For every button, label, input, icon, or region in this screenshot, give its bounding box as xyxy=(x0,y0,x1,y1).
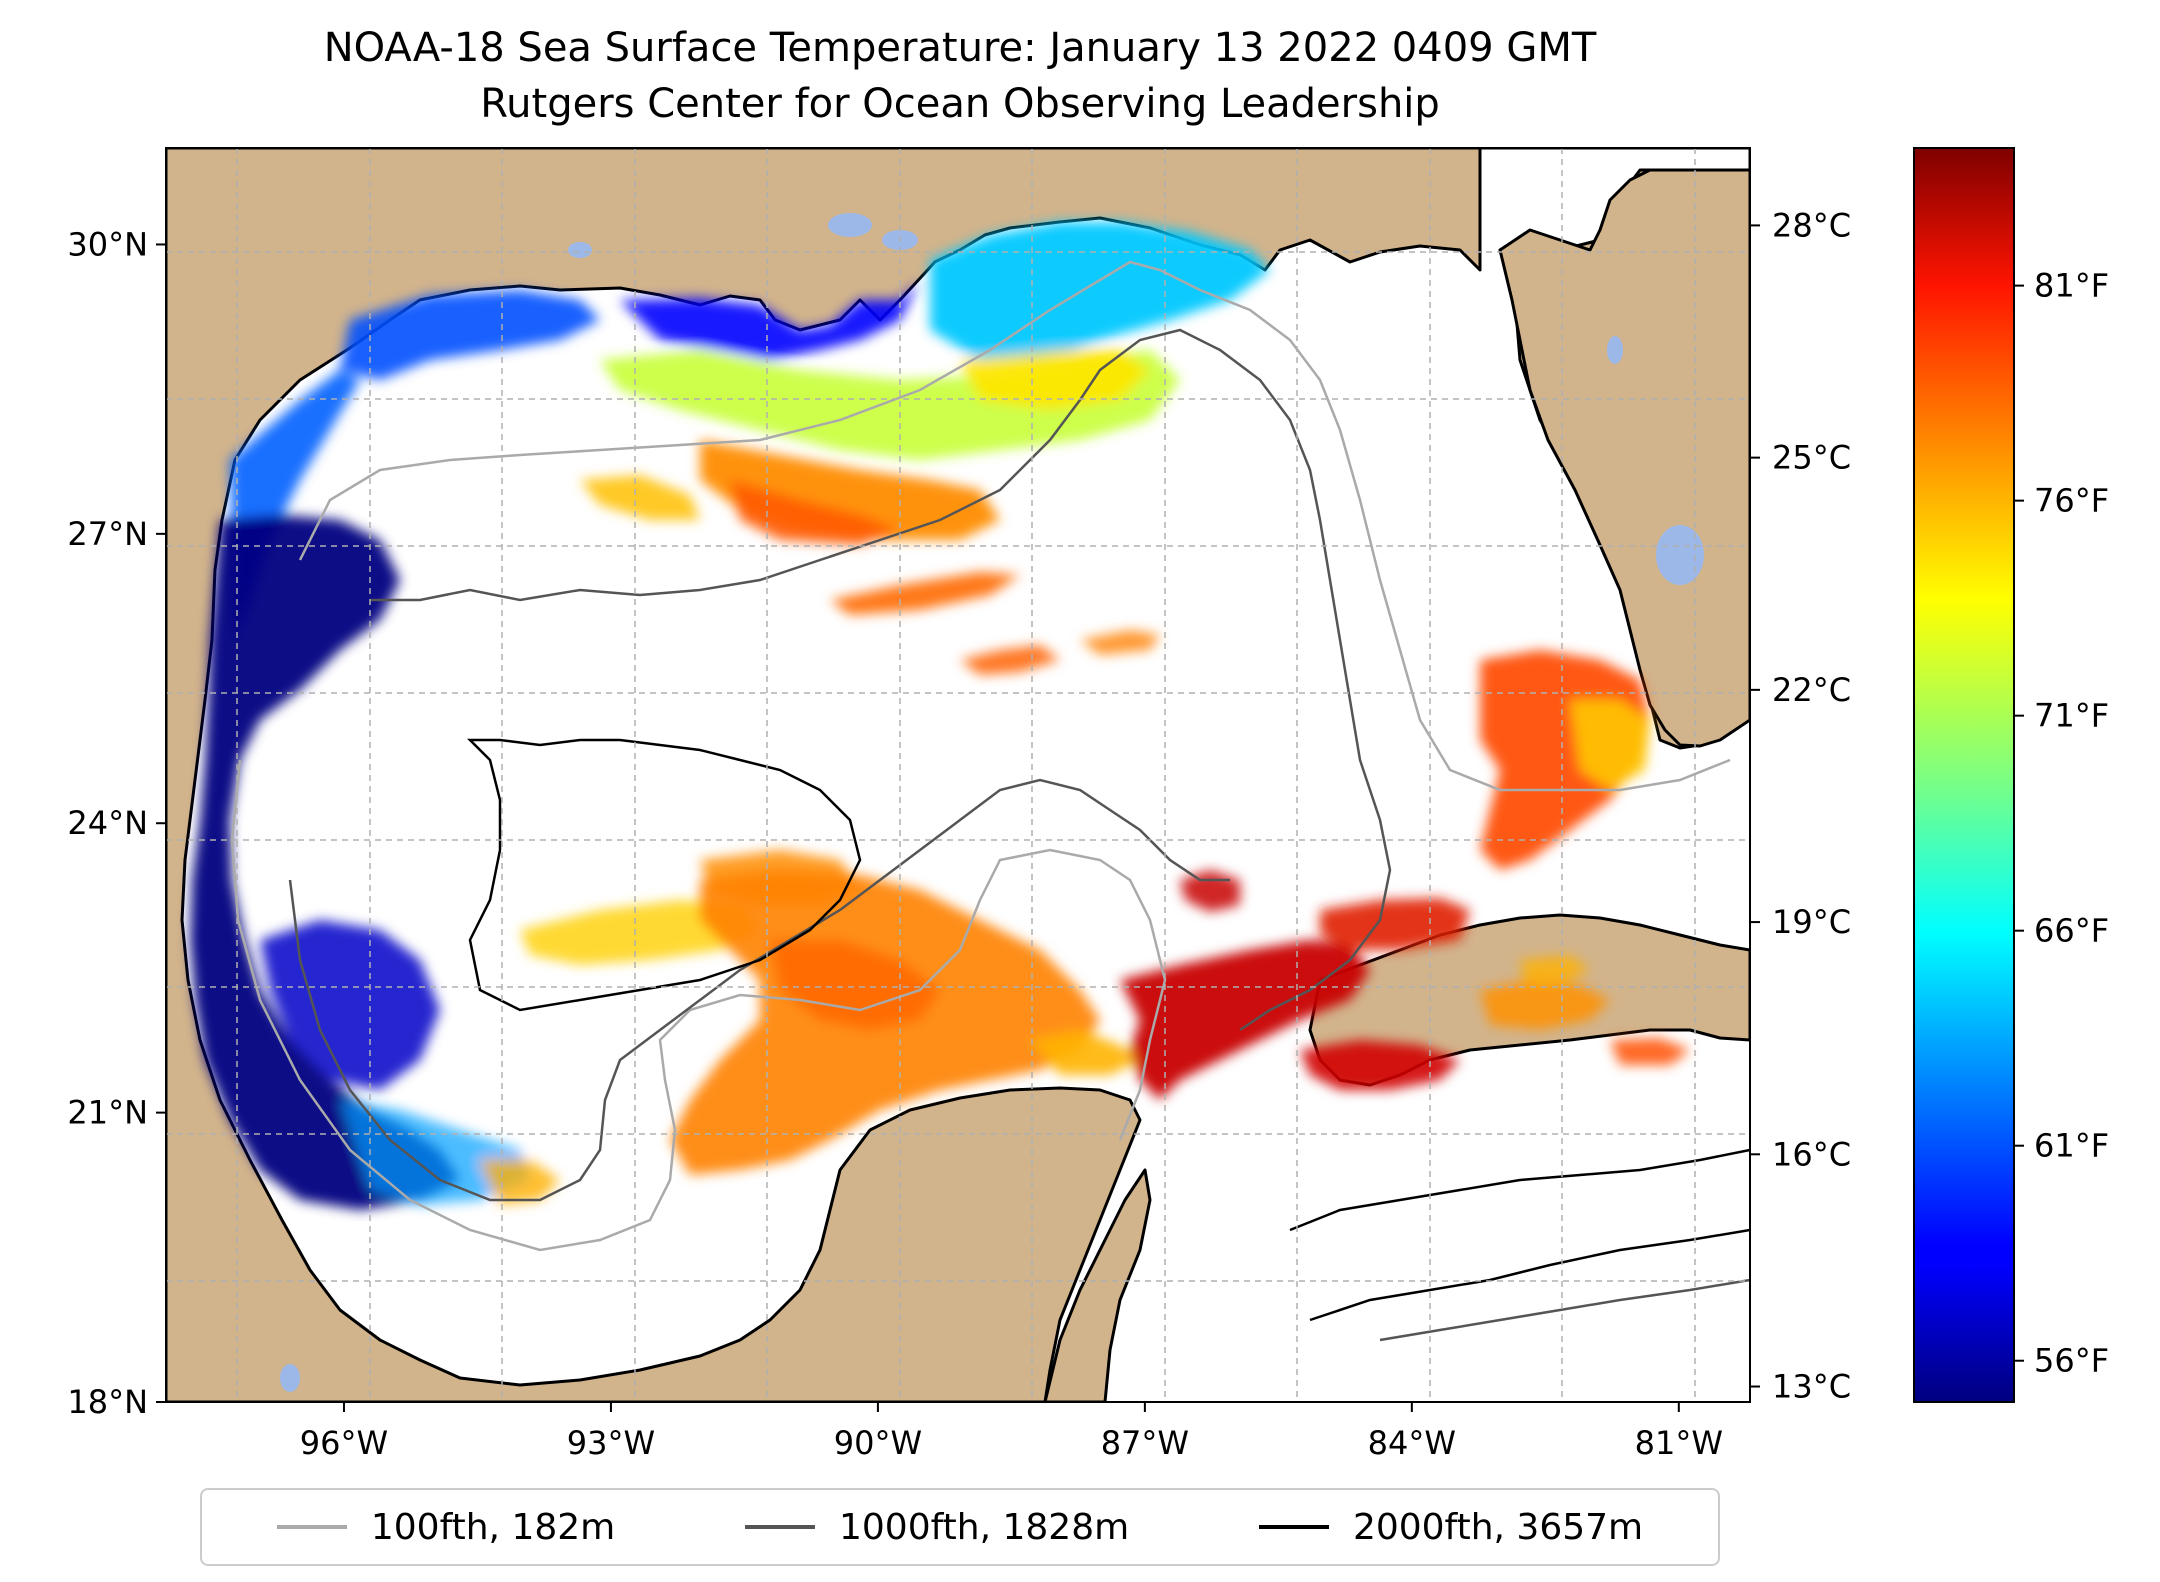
legend-label-1000fth: 1000fth, 1828m xyxy=(839,1506,1130,1548)
lat-tick-label: 27°N xyxy=(67,515,148,553)
lat-tick-label: 24°N xyxy=(67,804,148,842)
colorbar xyxy=(1913,147,2015,1403)
fahrenheit-tick-label: 76°F xyxy=(2034,482,2109,520)
celsius-tick-label: 19°C xyxy=(1772,903,1851,941)
land-yucatan-south xyxy=(1043,1168,1152,1402)
contour-1000fth xyxy=(370,328,1392,1032)
lon-tick-label: 96°W xyxy=(300,1424,388,1462)
map-frame xyxy=(165,147,1751,1403)
celsius-tick-label: 13°C xyxy=(1772,1368,1851,1406)
lat-tick-label: 30°N xyxy=(67,225,148,263)
colorbar-ticks: 28°C 25°C 22°C 19°C 16°C 13°C 81°F 76°F 71°F 66°F… xyxy=(1750,206,2109,1406)
celsius-tick-label: 28°C xyxy=(1772,206,1851,244)
legend-swatch-2000fth xyxy=(1258,1525,1329,1529)
fahrenheit-tick-label: 56°F xyxy=(2034,1342,2109,1380)
fahrenheit-tick-label: 71°F xyxy=(2034,697,2109,735)
contour-100fth xyxy=(298,260,1731,792)
lon-tick-label: 93°W xyxy=(567,1424,655,1462)
map-area xyxy=(166,148,1750,1402)
land-us-coast xyxy=(166,148,1482,1402)
legend-swatch-1000fth xyxy=(745,1525,815,1529)
legend-item-1000fth: 1000fth, 1828m xyxy=(745,1507,1129,1548)
celsius-tick-label: 22°C xyxy=(1772,671,1851,709)
fahrenheit-tick-label: 81°F xyxy=(2034,267,2109,305)
sst-data-layer xyxy=(190,222,1690,1210)
legend-item-2000fth: 2000fth, 3657m xyxy=(1258,1506,1644,1548)
bathymetry-legend: 100fth, 182m 1000fth, 1828m 2000fth, 365… xyxy=(200,1488,1720,1566)
lat-tick-label: 21°N xyxy=(67,1094,148,1132)
fahrenheit-tick-label: 61°F xyxy=(2034,1127,2109,1165)
lat-tick-label: 18°N xyxy=(67,1383,148,1421)
gridlines xyxy=(166,148,1750,1402)
map-subtitle: Rutgers Center for Ocean Observing Leade… xyxy=(480,81,1440,127)
map-title: NOAA-18 Sea Surface Temperature: January… xyxy=(323,25,1597,71)
bathymetry-contours xyxy=(230,260,1750,1342)
legend-swatch-100fth xyxy=(276,1525,347,1529)
lon-tick-label: 84°W xyxy=(1368,1424,1456,1462)
lon-tick-label: 90°W xyxy=(834,1424,922,1462)
celsius-tick-label: 25°C xyxy=(1772,439,1851,477)
contour-2000fth xyxy=(466,738,862,1012)
legend-item-100fth: 100fth, 182m xyxy=(276,1506,616,1548)
lon-tick-label: 87°W xyxy=(1101,1424,1189,1462)
map-axis-ticks: 30°N 27°N 24°N 21°N 18°N 96°W 93°W 90°W 87°W 84°W… xyxy=(67,225,1723,1462)
lon-tick-label: 81°W xyxy=(1635,1424,1723,1462)
celsius-tick-label: 16°C xyxy=(1772,1135,1851,1173)
fahrenheit-tick-label: 66°F xyxy=(2034,912,2109,950)
legend-label-2000fth: 2000fth, 3657m xyxy=(1352,1506,1644,1548)
legend-label-100fth: 100fth, 182m xyxy=(370,1506,616,1548)
